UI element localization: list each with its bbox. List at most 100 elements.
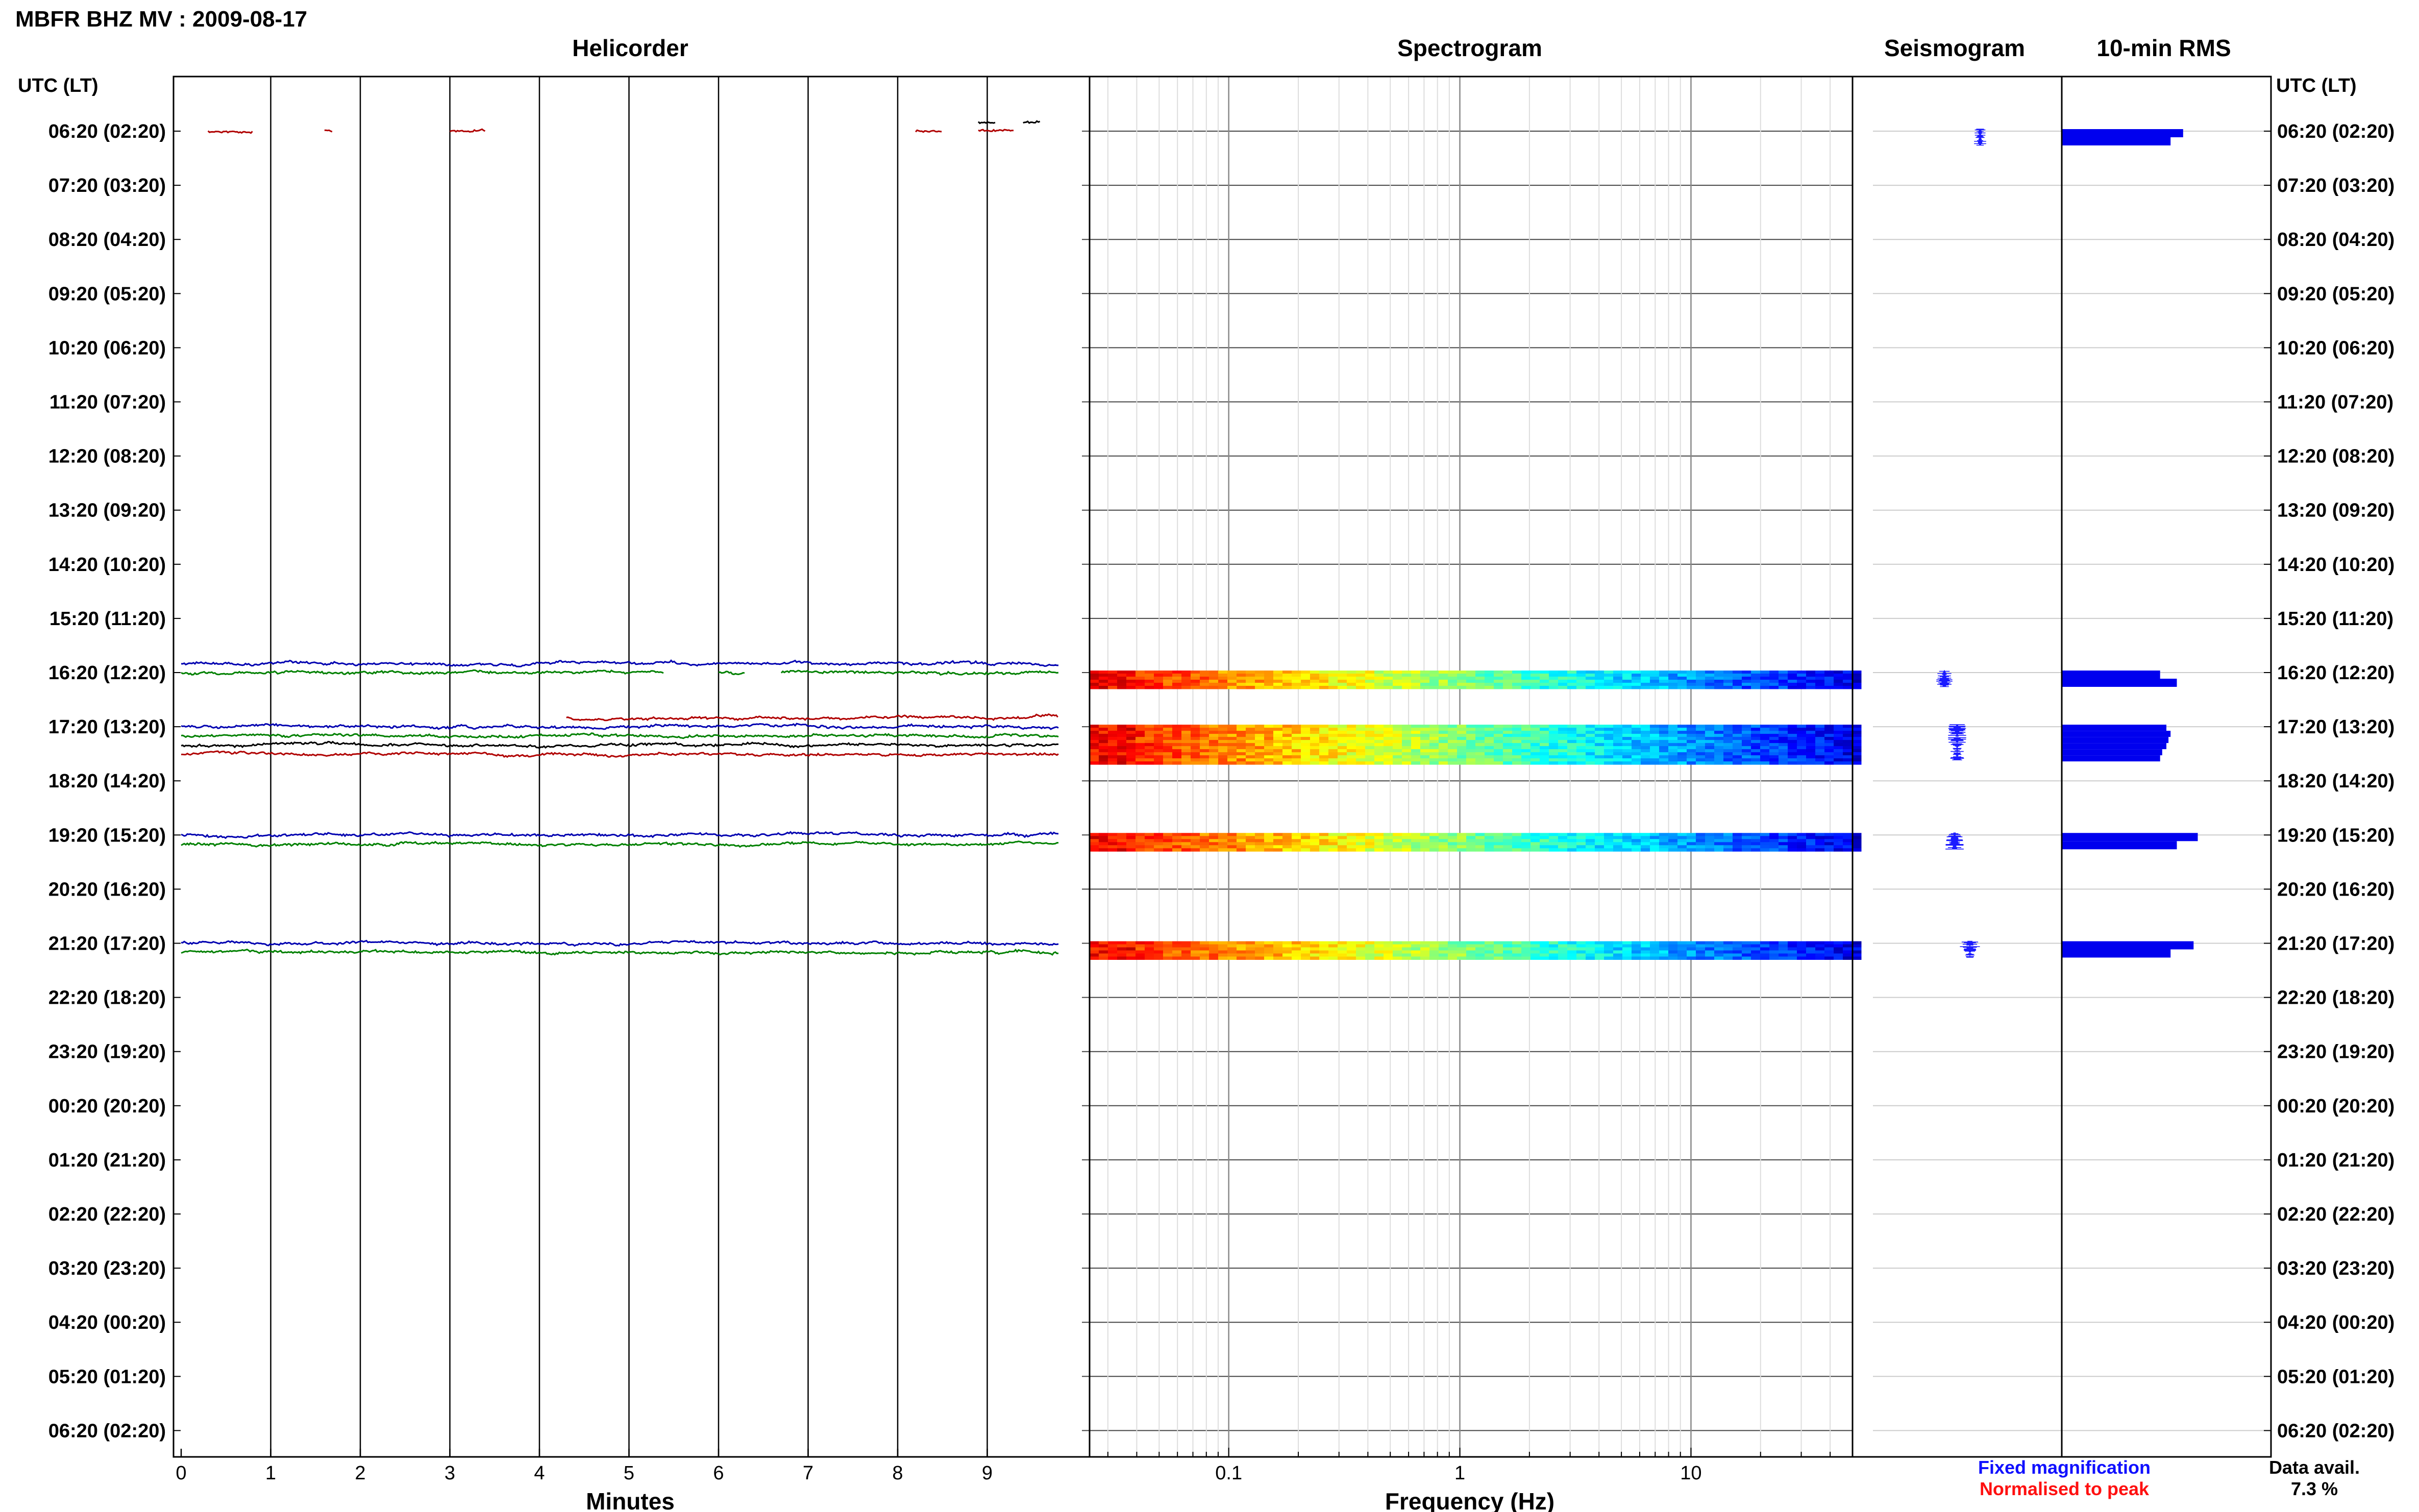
spectrogram-cell: [1815, 845, 1825, 849]
spectrogram-cell: [1494, 737, 1503, 740]
spectrogram-cell: [1319, 671, 1329, 674]
spectrogram-cell: [1356, 845, 1366, 849]
spectrogram-cell: [1475, 683, 1485, 686]
spectrogram-cell: [1365, 746, 1375, 750]
spectrogram-cell: [1347, 752, 1356, 756]
spectrogram-cell: [1163, 686, 1173, 689]
spectrogram-cell: [1209, 845, 1219, 849]
spectrogram-cell: [1622, 833, 1632, 836]
spectrogram-cell: [1466, 749, 1476, 753]
spectrogram-cell: [1393, 674, 1402, 677]
spectrogram-cell: [1797, 683, 1807, 686]
spectrogram-cell: [1834, 752, 1843, 756]
legend-fixed-magnification: Fixed magnification: [1978, 1457, 2151, 1478]
spectrogram-cell: [1650, 746, 1660, 750]
spectrogram-cell: [1604, 752, 1614, 756]
spectrogram-cell: [1632, 728, 1641, 731]
spectrogram-cell: [1117, 728, 1127, 731]
spectrogram-cell: [1797, 731, 1807, 734]
spectrogram-cell: [1714, 755, 1724, 759]
spectrogram-cell: [1668, 686, 1678, 689]
spectrogram-cell: [1641, 749, 1650, 753]
spectrogram-cell: [1779, 947, 1788, 951]
spectrogram-cell: [1604, 749, 1614, 753]
spectrogram-cell: [1227, 746, 1237, 750]
spectrogram-cell: [1237, 833, 1246, 836]
spectrogram-cell: [1154, 743, 1164, 747]
spectrogram-cell: [1439, 752, 1448, 756]
spectrogram-cell: [1604, 836, 1614, 839]
spectrogram-cell: [1292, 941, 1301, 945]
spectrogram-cell: [1264, 743, 1274, 747]
spectrogram-cell: [1108, 941, 1118, 945]
spectrogram-cell: [1420, 746, 1430, 750]
row-label-right: 11:20 (07:20): [2277, 392, 2393, 413]
spectrogram-cell: [1420, 743, 1430, 747]
spectrogram-cell: [1751, 755, 1761, 759]
spectrogram-cell: [1393, 755, 1402, 759]
spectrogram-cell: [1439, 758, 1448, 762]
spectrogram-cell: [1338, 842, 1347, 846]
spectrogram-cell: [1301, 836, 1311, 839]
spectrogram-cell: [1209, 749, 1219, 753]
spectrogram-cell: [1834, 746, 1843, 750]
spectrogram-cell: [1558, 848, 1568, 852]
spectrogram-cell: [1411, 944, 1421, 948]
spectrogram-cell: [1328, 677, 1338, 680]
spectrogram-cell: [1126, 836, 1136, 839]
spectrogram-cell: [1815, 752, 1825, 756]
spectrogram-cell: [1650, 749, 1660, 753]
spectrogram-cell: [1558, 731, 1568, 734]
spectrogram-cell: [1475, 944, 1485, 948]
spectrogram-cell: [1255, 944, 1265, 948]
spectrogram-cell: [1613, 944, 1623, 948]
spectrogram-cell: [1292, 731, 1301, 734]
spectrogram-cell: [1677, 755, 1687, 759]
spectrogram-cell: [1806, 941, 1816, 945]
spectrogram-cell: [1099, 755, 1108, 759]
spectrogram-cell: [1411, 950, 1421, 954]
spectrogram-cell: [1338, 746, 1347, 750]
spectrogram-cell: [1145, 746, 1154, 750]
spectrogram-cell: [1549, 845, 1559, 849]
spectrogram-cell: [1347, 758, 1356, 762]
spectrogram-cell: [1117, 953, 1127, 957]
spectrogram-cell: [1117, 833, 1127, 836]
spectrogram-cell: [1723, 740, 1733, 743]
spectrogram-cell: [1328, 734, 1338, 737]
spectrogram-cell: [1282, 761, 1292, 765]
spectrogram-cell: [1347, 947, 1356, 951]
spectrogram-cell: [1668, 746, 1678, 750]
spectrogram-cell: [1815, 761, 1825, 765]
spectrogram-cell: [1439, 950, 1448, 954]
row-label-left: 14:20 (10:20): [48, 554, 166, 576]
spectrogram-cell: [1824, 839, 1834, 842]
spectrogram-cell: [1769, 752, 1779, 756]
spectrogram-cell: [1779, 833, 1788, 836]
spectrogram-cell: [1328, 680, 1338, 683]
spectrogram-cell: [1227, 842, 1237, 846]
spectrogram-cell: [1834, 839, 1843, 842]
spectrogram-cell: [1852, 845, 1862, 849]
spectrogram-cell: [1374, 758, 1384, 762]
spectrogram-cell: [1503, 686, 1513, 689]
spectrogram-cell: [1521, 758, 1531, 762]
spectrogram-cell: [1365, 674, 1375, 677]
spectrogram-cell: [1374, 761, 1384, 765]
spectrogram-cell: [1255, 956, 1265, 960]
spectrogram-cell: [1429, 746, 1439, 750]
spectrogram-cell: [1641, 944, 1650, 948]
spectrogram-cell: [1567, 842, 1577, 846]
spectrogram-cell: [1797, 737, 1807, 740]
spectrogram-cell: [1154, 674, 1164, 677]
spectrogram-cell: [1255, 743, 1265, 747]
spectrogram-cell: [1696, 761, 1706, 765]
spectrogram-cell: [1742, 743, 1751, 747]
spectrogram-cell: [1126, 941, 1136, 945]
spectrogram-cell: [1466, 848, 1476, 852]
spectrogram-cell: [1531, 755, 1540, 759]
spectrogram-cell: [1834, 731, 1843, 734]
spectrogram-cell: [1301, 749, 1311, 753]
spectrogram-cell: [1650, 671, 1660, 674]
